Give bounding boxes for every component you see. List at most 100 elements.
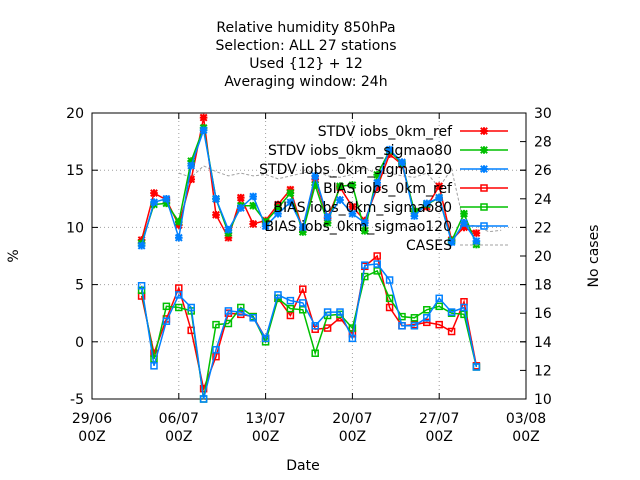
data-point (286, 304, 295, 313)
y-tick-label: 20 (66, 106, 84, 122)
y2-tick-label: 24 (534, 192, 552, 208)
data-point (199, 126, 208, 135)
legend-label: BIAS iobs_0km_ref (323, 181, 453, 197)
legend-marker (480, 184, 488, 192)
data-point (385, 294, 394, 303)
data-point (137, 241, 146, 250)
data-point (299, 299, 307, 307)
data-point (435, 294, 443, 303)
y2-tick-label: 14 (534, 335, 552, 351)
series-6 (178, 165, 502, 233)
data-point (224, 225, 233, 234)
data-point (336, 182, 344, 191)
data-point (385, 276, 394, 284)
y-tick-label: -5 (70, 392, 84, 408)
data-point (373, 183, 382, 192)
data-point (323, 324, 332, 332)
y-tick-label: 0 (75, 335, 84, 351)
data-point (373, 178, 382, 187)
data-point (237, 308, 245, 316)
legend-marker (480, 146, 488, 154)
data-point (447, 308, 456, 316)
data-point (336, 196, 344, 204)
data-point (447, 327, 456, 336)
y2-tick-label: 10 (534, 392, 552, 408)
x-tick-label: 00Z (165, 429, 192, 445)
y2-tick-label: 28 (534, 135, 552, 151)
x-tick-label: 27/07 (419, 411, 459, 427)
x-tick-label: 03/08 (506, 411, 546, 427)
y2-axis: 10 12 14 16 18 20 22 24 26 28 30 (520, 106, 552, 408)
data-point (348, 334, 357, 343)
data-point (373, 170, 382, 179)
data-point (162, 302, 171, 311)
data-point (410, 212, 419, 220)
x-tick-label: 13/07 (245, 411, 285, 427)
data-point (360, 226, 369, 235)
data-point (199, 395, 208, 403)
data-point (137, 281, 146, 290)
data-point (311, 349, 319, 357)
data-point (460, 209, 468, 218)
data-point (460, 223, 468, 232)
series-line (140, 125, 478, 245)
title-line: Averaging window: 24h (224, 74, 387, 90)
data-point (236, 204, 245, 212)
data-point (150, 198, 158, 207)
x-tick-label: 00Z (252, 429, 279, 445)
x-tick-label: 00Z (78, 429, 105, 445)
data-point (150, 189, 158, 197)
data-point (162, 317, 171, 325)
data-point (472, 363, 481, 371)
data-point (385, 145, 394, 154)
title-line: Selection: ALL 27 stations (215, 38, 396, 54)
legend-label: STDV iobs_0km_sigmao120 (259, 162, 452, 178)
grid (92, 113, 526, 399)
data-point (435, 320, 443, 329)
y-tick-label: 10 (66, 220, 84, 236)
data-point (423, 318, 431, 327)
x-tick-label: 29/06 (72, 411, 112, 427)
x-tick-label: 00Z (425, 429, 452, 445)
y-tick-label: 15 (66, 163, 84, 179)
data-point (361, 261, 369, 269)
data-point (212, 320, 220, 329)
data-point (348, 209, 357, 218)
data-point (348, 324, 357, 332)
data-point (175, 291, 183, 299)
legend-label: CASES (406, 238, 452, 254)
data-point (298, 228, 307, 236)
legend-item: STDV iobs_0km_ref (318, 124, 508, 140)
data-point (261, 222, 270, 231)
data-point (447, 238, 456, 247)
data-point (249, 314, 257, 322)
data-point (249, 192, 258, 201)
legend-marker (480, 127, 488, 135)
data-point (174, 233, 183, 242)
data-point (336, 308, 344, 316)
data-point (162, 199, 171, 208)
x-tick-label: 06/07 (159, 411, 199, 427)
data-point (187, 303, 195, 312)
legend-label: BIAS iobs_0km_sigmao120 (264, 219, 452, 235)
legend: STDV iobs_0km_ref STDV iobs_0km_sigmao80 S… (259, 124, 508, 254)
data-point (286, 189, 295, 197)
data-point (311, 322, 319, 330)
chart-title: Relative humidity 850hPa Selection: ALL 2… (215, 20, 396, 90)
legend-marker (480, 203, 488, 211)
data-point (224, 307, 233, 315)
data-point (249, 220, 258, 228)
data-point (274, 291, 282, 299)
data-point (286, 311, 295, 320)
data-point (249, 201, 258, 210)
data-point (410, 322, 419, 330)
legend-label: BIAS iobs_0km_sigmao80 (273, 200, 452, 216)
y2-axis-label: No cases (586, 225, 602, 288)
series-line (140, 127, 478, 246)
y2-tick-label: 30 (534, 106, 552, 122)
data-point (187, 161, 196, 170)
series-3 (137, 252, 481, 393)
legend-marker (480, 222, 488, 230)
data-point (410, 314, 419, 322)
series-2 (137, 126, 481, 250)
